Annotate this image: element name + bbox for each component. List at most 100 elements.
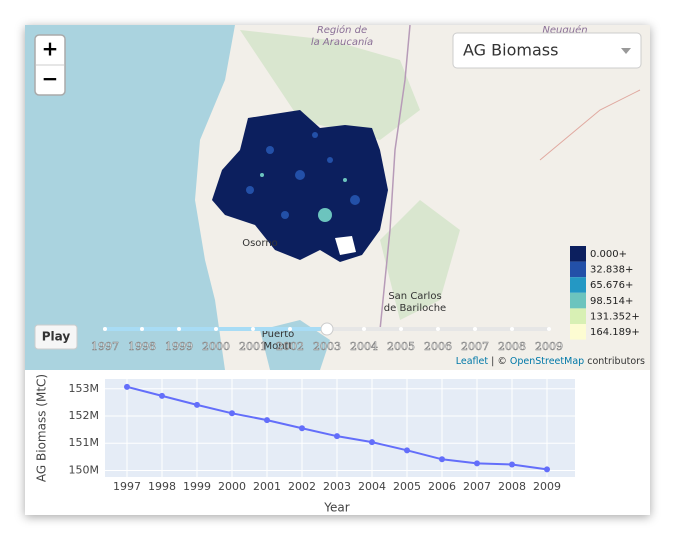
slider-step bbox=[362, 327, 366, 331]
slider-year: 2005 bbox=[387, 340, 415, 353]
point bbox=[439, 456, 445, 463]
x-tick-label: 1997 bbox=[113, 480, 141, 493]
point bbox=[369, 439, 375, 446]
biomass-layer bbox=[212, 110, 388, 262]
place-label: Osorno bbox=[242, 238, 278, 249]
x-tick-label: 2008 bbox=[498, 480, 526, 493]
slider-year: 2002 bbox=[276, 340, 304, 353]
biomass-speckle bbox=[246, 132, 360, 219]
place-label: San Carlos bbox=[388, 291, 441, 302]
place-label: de Bariloche bbox=[384, 303, 446, 314]
slider-year: 2000 bbox=[202, 340, 230, 353]
zoom-out[interactable]: − bbox=[42, 67, 59, 91]
legend-swatch bbox=[570, 277, 586, 293]
zoom-in[interactable]: + bbox=[42, 37, 59, 61]
legend-label: 164.189+ bbox=[590, 327, 640, 338]
y-tick-label: 150M bbox=[69, 463, 100, 476]
legend-label: 131.352+ bbox=[590, 311, 640, 322]
legend-swatch bbox=[570, 308, 586, 324]
slider-year: 1999 bbox=[165, 340, 193, 353]
point bbox=[544, 466, 550, 473]
play-button[interactable] bbox=[34, 324, 78, 350]
border bbox=[379, 25, 411, 331]
point bbox=[334, 433, 340, 440]
place-label: Montt bbox=[264, 341, 293, 352]
slider-handle bbox=[320, 322, 334, 336]
forest bbox=[240, 30, 420, 140]
dropdown[interactable] bbox=[452, 32, 642, 69]
place-label: Puerto bbox=[262, 329, 295, 340]
place-label: la Araucanía bbox=[311, 36, 373, 48]
slider-step bbox=[436, 327, 440, 331]
slider-step bbox=[288, 327, 292, 331]
dropdown-value: AG Biomass bbox=[463, 41, 558, 60]
slider-step bbox=[103, 327, 107, 331]
slider-year: 2009 bbox=[535, 340, 563, 353]
legend-swatch bbox=[570, 292, 586, 309]
text: contributors bbox=[587, 356, 645, 367]
slider-year: 2004 bbox=[350, 340, 378, 353]
x-tick-label: 2009 bbox=[533, 480, 561, 493]
slider-step bbox=[214, 327, 218, 331]
legend-swatch bbox=[570, 261, 586, 278]
legend-label: 65.676+ bbox=[590, 280, 633, 291]
ocean bbox=[25, 25, 235, 370]
map: Región de la Araucanía Osorno San Carlos… bbox=[25, 24, 650, 370]
biomass-speckle bbox=[260, 173, 347, 222]
y-tick-label: 153M bbox=[69, 382, 100, 395]
slider[interactable]: 1997 1998 1999 2000 2001 2002 2003 2004 2005 2006… bbox=[91, 322, 563, 353]
point bbox=[229, 410, 235, 417]
point bbox=[404, 447, 410, 454]
attribution: Leaflet | © OpenStreetMap contributors bbox=[456, 356, 645, 367]
x-tick-label: 2005 bbox=[393, 480, 421, 493]
x-tick-label: 2001 bbox=[253, 480, 281, 493]
legend-swatch bbox=[570, 246, 586, 262]
point bbox=[264, 417, 270, 424]
legend-swatch bbox=[570, 324, 586, 340]
point bbox=[194, 401, 200, 408]
x-tick-label: 2006 bbox=[428, 480, 456, 493]
x-tick-label: 1998 bbox=[148, 480, 176, 493]
legend-label: 0.000+ bbox=[590, 249, 627, 260]
slider-year: 2008 bbox=[498, 340, 526, 353]
point bbox=[299, 425, 305, 432]
slider-year: 2001 bbox=[239, 340, 267, 353]
x-tick-label: 1999 bbox=[183, 480, 211, 493]
slider-step bbox=[399, 327, 403, 331]
legend-label: 98.514+ bbox=[590, 296, 633, 307]
slider-year: 1998 bbox=[128, 340, 156, 353]
slider-step bbox=[547, 327, 551, 331]
slider-year: 2003 bbox=[313, 340, 341, 353]
place-label: Neuquén bbox=[542, 24, 587, 36]
x-tick-label: 2003 bbox=[323, 480, 351, 493]
y-tick-label: 152M bbox=[69, 409, 100, 422]
forest bbox=[380, 200, 460, 320]
x-tick-label: 2002 bbox=[288, 480, 316, 493]
water bbox=[260, 320, 330, 370]
slider-year: 2006 bbox=[424, 340, 452, 353]
dropdown-arrow bbox=[621, 48, 631, 54]
slider-year: 2007 bbox=[461, 340, 489, 353]
separator: | © bbox=[491, 356, 507, 367]
lake bbox=[335, 236, 356, 255]
y-tick-label: 151M bbox=[69, 436, 100, 449]
place-label: Región de bbox=[317, 24, 367, 36]
legend: 0.000+ 32.838+ 65.676+ 98.514+ 131.352+ 164.1… bbox=[570, 246, 640, 340]
point bbox=[509, 461, 515, 468]
x-tick-label: 2000 bbox=[218, 480, 246, 493]
slider-step bbox=[177, 327, 181, 331]
point bbox=[124, 383, 130, 390]
legend-label: 32.838+ bbox=[590, 265, 633, 276]
x-tick-label: 2004 bbox=[358, 480, 386, 493]
slider-year: 1997 bbox=[91, 340, 119, 353]
chart: AG Biomass (MtC) Year 150M 151M 152M 153M 19… bbox=[35, 374, 575, 515]
slider-step bbox=[140, 327, 144, 331]
slider-step bbox=[510, 327, 514, 331]
point bbox=[474, 460, 480, 467]
road bbox=[539, 89, 641, 161]
link[interactable]: OpenStreetMap bbox=[510, 356, 584, 367]
link[interactable]: Leaflet bbox=[456, 356, 489, 367]
x-axis-title: Year bbox=[323, 501, 349, 515]
